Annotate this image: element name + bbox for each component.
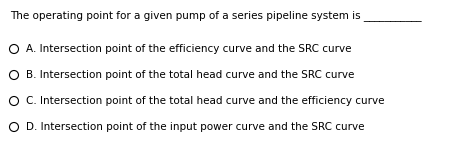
Text: C. Intersection point of the total head curve and the efficiency curve: C. Intersection point of the total head … (26, 96, 385, 106)
Text: D. Intersection point of the input power curve and the SRC curve: D. Intersection point of the input power… (26, 122, 364, 132)
Text: B. Intersection point of the total head curve and the SRC curve: B. Intersection point of the total head … (26, 70, 355, 80)
Text: A. Intersection point of the efficiency curve and the SRC curve: A. Intersection point of the efficiency … (26, 44, 351, 54)
Text: The operating point for a given pump of a series pipeline system is ___________: The operating point for a given pump of … (10, 10, 422, 21)
